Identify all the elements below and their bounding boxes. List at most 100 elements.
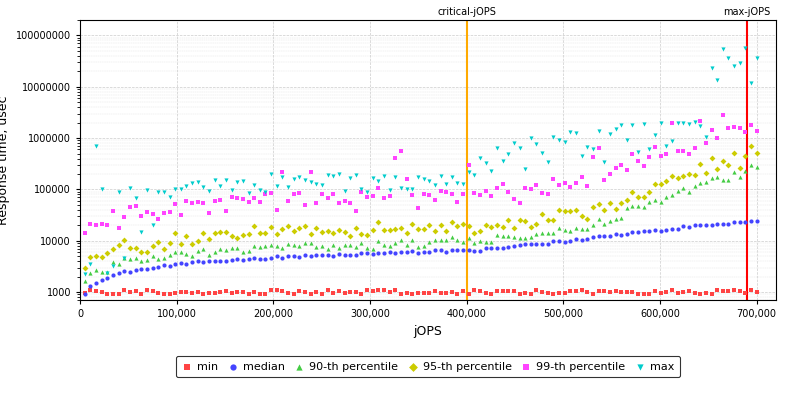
median bbox=[739, 219, 752, 226]
90-th percentile bbox=[169, 248, 182, 255]
min bbox=[400, 290, 413, 297]
99-th percentile bbox=[338, 198, 351, 204]
median bbox=[502, 244, 514, 251]
min bbox=[485, 291, 498, 298]
90-th percentile bbox=[722, 176, 735, 183]
95-th percentile bbox=[389, 226, 402, 233]
max bbox=[383, 187, 396, 193]
99-th percentile bbox=[270, 207, 283, 214]
90-th percentile bbox=[739, 168, 752, 174]
99-th percentile bbox=[411, 205, 424, 212]
max bbox=[84, 260, 97, 267]
95-th percentile bbox=[643, 189, 656, 195]
median bbox=[586, 234, 599, 240]
median bbox=[130, 267, 142, 273]
95-th percentile bbox=[112, 242, 125, 248]
max bbox=[507, 140, 520, 146]
min bbox=[739, 290, 752, 297]
90-th percentile bbox=[310, 244, 322, 250]
min bbox=[130, 288, 142, 294]
median bbox=[434, 247, 447, 254]
95-th percentile bbox=[152, 239, 165, 246]
min bbox=[372, 287, 385, 293]
max bbox=[423, 178, 436, 185]
min bbox=[643, 291, 656, 298]
min bbox=[152, 290, 165, 296]
median bbox=[259, 256, 272, 262]
95-th percentile bbox=[141, 248, 154, 255]
95-th percentile bbox=[315, 228, 328, 235]
90-th percentile bbox=[694, 180, 706, 186]
median bbox=[152, 264, 165, 270]
95-th percentile bbox=[564, 208, 577, 214]
min bbox=[705, 290, 718, 297]
max bbox=[208, 177, 221, 183]
median bbox=[191, 258, 204, 264]
90-th percentile bbox=[270, 243, 283, 250]
median bbox=[525, 241, 538, 247]
95-th percentile bbox=[163, 240, 176, 246]
min bbox=[344, 289, 357, 295]
90-th percentile bbox=[525, 233, 538, 240]
max bbox=[90, 143, 102, 149]
90-th percentile bbox=[321, 246, 334, 252]
median bbox=[406, 248, 418, 254]
median bbox=[327, 252, 340, 259]
95-th percentile bbox=[609, 206, 622, 212]
min bbox=[355, 290, 368, 297]
95-th percentile bbox=[739, 152, 752, 159]
99-th percentile bbox=[434, 188, 447, 194]
99-th percentile bbox=[643, 154, 656, 160]
95-th percentile bbox=[158, 246, 170, 252]
min bbox=[378, 287, 390, 294]
95-th percentile bbox=[219, 229, 232, 235]
max bbox=[609, 125, 622, 132]
95-th percentile bbox=[270, 230, 283, 237]
99-th percentile bbox=[671, 147, 684, 154]
median bbox=[564, 238, 577, 244]
min bbox=[231, 289, 244, 295]
min bbox=[197, 290, 210, 297]
99-th percentile bbox=[180, 198, 193, 204]
max bbox=[446, 173, 458, 180]
median bbox=[411, 250, 424, 256]
99-th percentile bbox=[361, 194, 374, 200]
95-th percentile bbox=[350, 225, 362, 232]
90-th percentile bbox=[699, 178, 712, 185]
max bbox=[677, 120, 690, 126]
median bbox=[474, 247, 486, 254]
max bbox=[406, 186, 418, 193]
min bbox=[333, 288, 346, 294]
99-th percentile bbox=[423, 192, 436, 198]
median bbox=[710, 221, 723, 227]
median bbox=[745, 217, 758, 224]
max bbox=[638, 120, 650, 127]
median bbox=[553, 238, 566, 244]
90-th percentile bbox=[570, 224, 582, 231]
max bbox=[581, 143, 594, 150]
max bbox=[745, 80, 758, 86]
max bbox=[191, 178, 204, 185]
median bbox=[479, 245, 492, 252]
min bbox=[694, 291, 706, 297]
min bbox=[632, 291, 645, 298]
min bbox=[242, 291, 255, 297]
90-th percentile bbox=[598, 220, 610, 227]
min bbox=[710, 287, 723, 294]
99-th percentile bbox=[739, 128, 752, 135]
max bbox=[490, 145, 503, 152]
99-th percentile bbox=[141, 209, 154, 216]
min bbox=[513, 291, 526, 297]
max bbox=[231, 179, 244, 186]
90-th percentile bbox=[191, 248, 204, 254]
min bbox=[581, 289, 594, 295]
min bbox=[282, 290, 294, 296]
95-th percentile bbox=[366, 226, 379, 233]
95-th percentile bbox=[106, 246, 119, 252]
min bbox=[558, 290, 571, 296]
90-th percentile bbox=[502, 233, 514, 240]
99-th percentile bbox=[304, 168, 317, 175]
max bbox=[389, 174, 402, 180]
max bbox=[276, 174, 289, 180]
median bbox=[457, 247, 470, 254]
